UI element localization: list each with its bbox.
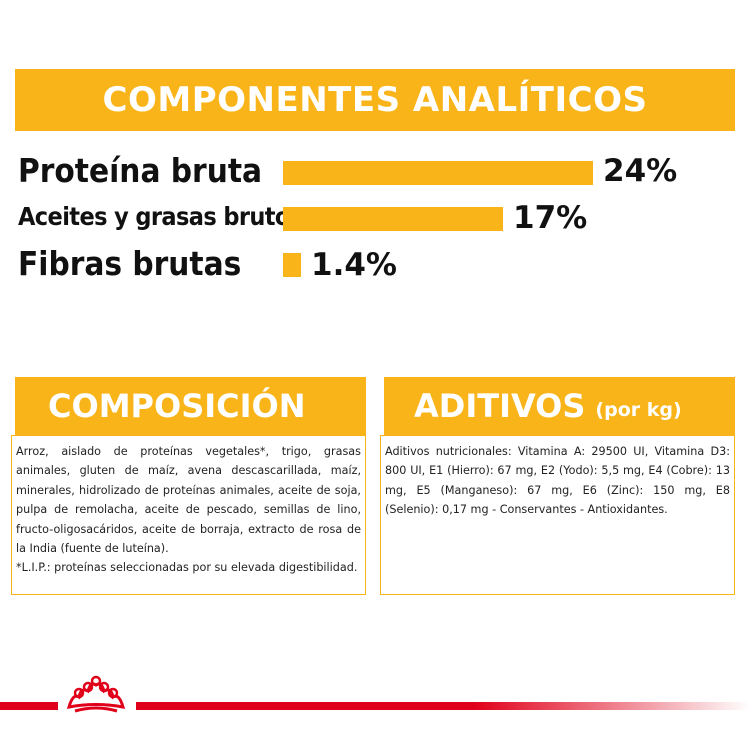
composition-text-box: Arroz, aislado de proteínas vegetales*, … <box>11 435 366 595</box>
brand-line-right <box>136 702 750 710</box>
fats-bar <box>283 207 503 231</box>
additives-title: ADITIVOS <box>414 387 586 425</box>
row-label-fats: Aceites y grasas brutos <box>18 202 303 231</box>
fats-value: 17% <box>513 200 588 236</box>
analytical-components-title: COMPONENTES ANALÍTICOS <box>102 80 648 120</box>
composition-banner: COMPOSICIÓN <box>15 377 366 435</box>
fiber-bar <box>283 253 301 277</box>
composition-footnote: *L.I.P.: proteínas seleccionadas por su … <box>16 561 358 575</box>
analytical-components-banner: COMPONENTES ANALÍTICOS <box>15 69 735 131</box>
protein-value: 24% <box>603 153 678 189</box>
additives-unit: (por kg) <box>595 399 682 421</box>
additives-text-box: Aditivos nutricionales: Vitamina A: 2950… <box>380 435 735 595</box>
composition-title: COMPOSICIÓN <box>48 387 306 425</box>
fiber-value: 1.4% <box>311 247 397 283</box>
additives-text: Aditivos nutricionales: Vitamina A: 2950… <box>385 445 730 517</box>
additives-banner: ADITIVOS (por kg) <box>384 377 735 435</box>
row-label-fiber: Fibras brutas <box>18 244 242 283</box>
royal-canin-crown-icon <box>66 669 126 725</box>
protein-bar <box>283 161 593 185</box>
composition-ingredients: Arroz, aislado de proteínas vegetales*, … <box>16 445 361 556</box>
brand-line-left <box>0 702 58 710</box>
row-label-protein: Proteína bruta <box>18 151 263 190</box>
